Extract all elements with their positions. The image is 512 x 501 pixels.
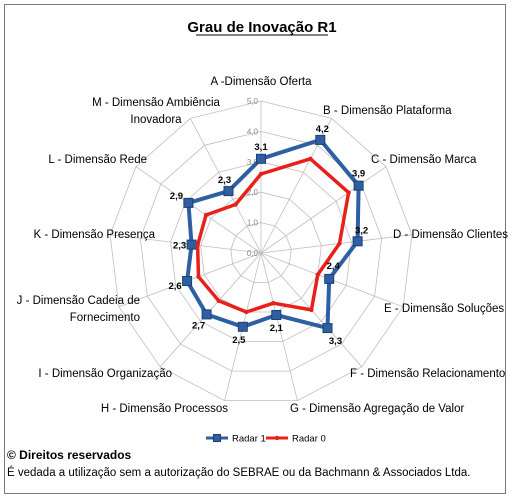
legend-label: Radar 1	[232, 434, 266, 445]
grid-ring	[230, 222, 292, 283]
series-point-0	[186, 239, 197, 250]
category-label: A -Dimensão Oferta	[211, 76, 313, 88]
category-label: L - Dimensão Rede	[48, 154, 147, 166]
series-point-0	[352, 236, 363, 247]
series-point-0	[201, 309, 212, 320]
legend-marker-0	[213, 434, 221, 442]
series-line-0	[185, 137, 361, 331]
grid-spoke	[190, 118, 262, 254]
series-point-1	[244, 309, 249, 315]
series-point-0	[182, 276, 193, 286]
series-point-1	[308, 156, 313, 161]
data-label: 2,5	[232, 335, 246, 346]
category-label: J - Dimensão Cadeia de Fornecimento	[17, 295, 140, 324]
grid-spoke	[260, 234, 412, 254]
data-label: 2,7	[192, 320, 205, 331]
grid-ring	[139, 130, 383, 372]
axis-tick-label: 5,0	[247, 97, 259, 106]
data-label: 3,3	[329, 336, 342, 347]
series-point-0	[271, 310, 282, 320]
category-label: C - Dimensão Marca	[371, 154, 477, 166]
data-label: 3,9	[352, 169, 365, 180]
category-label: M - Dimensão Ambiência Inovadora	[92, 97, 220, 126]
series-point-0	[237, 321, 248, 332]
category-label: B - Dimensão Plataforma	[323, 105, 452, 117]
copyright-text: © Direitos reservados	[7, 448, 132, 462]
usage-note: É vedada a utilização sem a autorização …	[7, 467, 471, 479]
grid-ring	[170, 161, 352, 342]
series-point-1	[309, 307, 314, 313]
axis-tick-label: 0,0	[247, 249, 259, 258]
series-point-1	[315, 272, 320, 277]
category-label: G - Dimensão Agregação de Valor	[290, 403, 464, 415]
series-point-1	[203, 212, 209, 218]
category-label: D - Dimensão Clientes	[393, 229, 508, 241]
grid-spoke	[260, 166, 387, 254]
legend-label: Radar 0	[292, 434, 326, 445]
category-label: H - Dimensão Processos	[101, 403, 228, 415]
series-point-1	[271, 301, 276, 306]
data-label: 2,3	[173, 241, 186, 252]
legend-marker-1	[274, 435, 280, 441]
data-label: 2,4	[327, 261, 341, 272]
grid-ring	[109, 100, 413, 402]
series-point-1	[233, 202, 238, 207]
series-point-1	[258, 171, 264, 177]
category-label: K - Dimensão Presença	[34, 229, 156, 241]
series-point-1	[346, 190, 351, 195]
axis-tick-label: 4,0	[247, 127, 259, 136]
series-point-0	[322, 323, 333, 334]
axis-tick-label: 3,0	[247, 158, 259, 167]
data-label: 3,1	[254, 142, 268, 153]
grid-spoke	[110, 234, 262, 254]
series-point-0	[353, 180, 364, 191]
series-point-1	[337, 241, 342, 246]
category-label: F - Dimensão Relacionamento	[350, 368, 505, 380]
axis-tick-label: 2,0	[247, 188, 259, 197]
category-label: I - Dimensão Organização	[38, 368, 172, 380]
series-point-0	[256, 153, 266, 164]
category-label: E - Dimensão Soluções	[384, 303, 504, 315]
series-point-1	[196, 274, 201, 279]
series-point-0	[183, 197, 194, 208]
grid-spoke	[135, 166, 262, 254]
series-point-0	[324, 273, 335, 284]
series-point-1	[216, 298, 221, 303]
data-label: 2,1	[270, 323, 284, 334]
series-point-1	[195, 243, 200, 248]
series-point-0	[223, 186, 234, 197]
data-label: 4,2	[316, 124, 329, 135]
data-label: 2,9	[170, 191, 183, 202]
data-label: 2,3	[218, 175, 231, 186]
series-point-0	[315, 134, 326, 145]
series-line-1	[195, 157, 351, 314]
grid-ring	[200, 191, 322, 313]
chart-title: Grau de Inovação R1	[187, 19, 336, 36]
data-label: 3,2	[355, 225, 368, 236]
axis-tick-label: 1,0	[247, 219, 259, 228]
data-label: 2,6	[168, 281, 181, 292]
grid-spoke	[260, 252, 298, 401]
